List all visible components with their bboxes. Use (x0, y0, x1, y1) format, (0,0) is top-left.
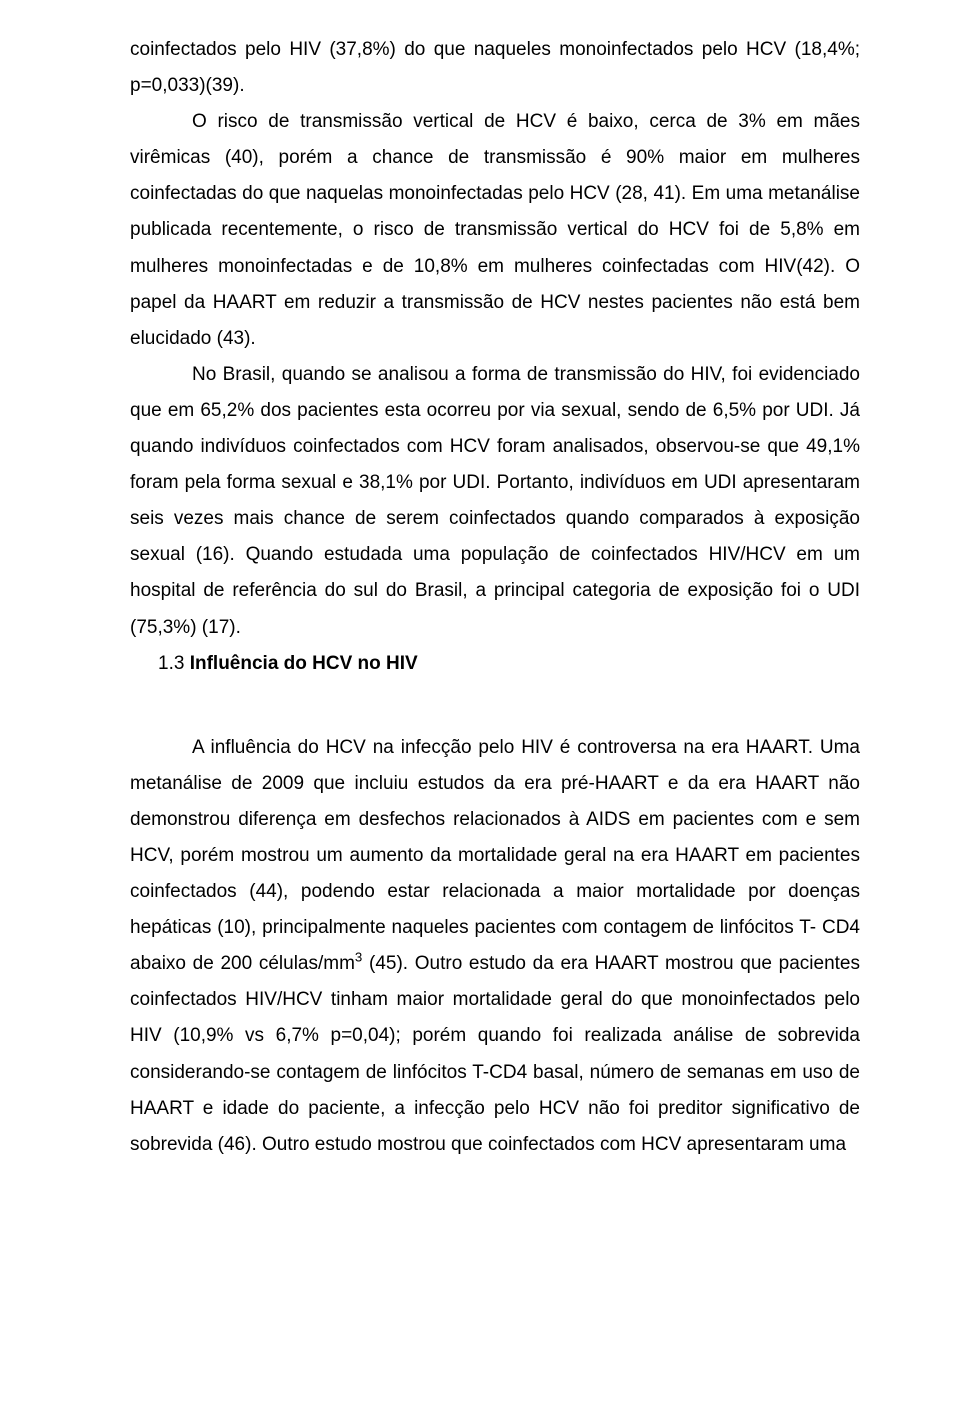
section-title: Influência do HCV no HIV (190, 653, 418, 674)
paragraph-1: coinfectados pelo HIV (37,8%) do que naq… (130, 32, 860, 104)
section-heading: 1.3 Influência do HCV no HIV (130, 646, 860, 682)
paragraph-2: O risco de transmissão vertical de HCV é… (130, 104, 860, 357)
document-page: coinfectados pelo HIV (37,8%) do que naq… (0, 0, 960, 1410)
section-number: 1.3 (158, 653, 190, 674)
paragraph-4-part-a: A influência do HCV na infecção pelo HIV… (130, 737, 860, 975)
paragraph-4: A influência do HCV na infecção pelo HIV… (130, 730, 860, 1163)
paragraph-3: No Brasil, quando se analisou a forma de… (130, 357, 860, 646)
paragraph-4-part-b: (45). Outro estudo da era HAART mostrou … (130, 953, 860, 1154)
